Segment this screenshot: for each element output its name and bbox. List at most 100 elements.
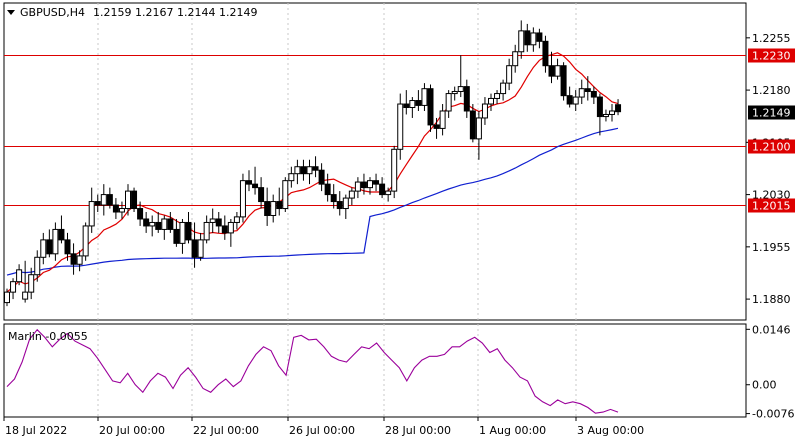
candle — [602, 109, 609, 122]
osc-y-tick-label: 0.00 — [752, 379, 777, 392]
candle — [397, 93, 404, 160]
candle-body-up — [40, 239, 47, 258]
candle — [463, 79, 470, 118]
candle — [427, 84, 434, 132]
candle-body-down — [469, 110, 476, 140]
candle-body-down — [258, 187, 265, 203]
candle — [221, 215, 228, 240]
collapse-triangle-icon[interactable] — [7, 10, 15, 15]
candle-body-down — [131, 190, 138, 210]
candle — [506, 58, 513, 91]
candle-body-up — [421, 88, 428, 106]
candle-body-up — [82, 225, 89, 257]
candle-body-down — [427, 88, 434, 126]
candle-body-up — [239, 180, 246, 218]
candle-body-up — [306, 166, 313, 175]
candle-body-down — [330, 194, 337, 203]
candle-body-up — [88, 201, 95, 227]
candle-body-down — [360, 181, 367, 189]
candle-body-up — [354, 181, 361, 192]
y-tick-label: 1.1955 — [752, 241, 791, 254]
x-tick-label: 18 Jul 2022 — [5, 424, 67, 437]
candle — [161, 215, 168, 240]
candle — [512, 44, 519, 73]
candle — [149, 215, 156, 237]
candle — [76, 250, 83, 272]
candle-body-up — [506, 65, 513, 84]
osc-y-tick-label: 0.0146 — [752, 323, 791, 336]
candle-body-up — [481, 103, 488, 119]
current-price-box — [748, 105, 795, 120]
candle — [34, 250, 41, 282]
candle — [403, 90, 410, 115]
candle — [137, 201, 144, 226]
x-tick-label: 20 Jul 00:00 — [99, 424, 165, 437]
candle-body-down — [615, 104, 622, 113]
candle — [536, 28, 543, 49]
candle-body-down — [106, 194, 113, 206]
candle — [500, 79, 507, 101]
oscillator-line — [6, 328, 619, 414]
candle-body-down — [542, 40, 549, 67]
candle — [542, 35, 549, 73]
candle-body-up — [149, 221, 156, 227]
candle-body-up — [348, 190, 355, 199]
candle-body-down — [191, 239, 198, 258]
oscillator-line-group — [6, 328, 619, 414]
candle-body-down — [548, 65, 555, 77]
candle — [276, 187, 283, 216]
candle-body-down — [312, 166, 319, 171]
candle — [191, 222, 198, 268]
candle — [112, 198, 119, 219]
candle-body-up — [488, 97, 494, 105]
ohlc-readout: 1.2159 1.2167 1.2144 1.2149 — [93, 6, 257, 19]
candle — [28, 267, 35, 300]
candle-body-up — [572, 96, 579, 105]
candle-body-down — [70, 253, 77, 265]
candle-body-up — [76, 255, 83, 265]
candle — [488, 93, 494, 111]
candle-body-up — [391, 148, 398, 192]
candle — [58, 215, 65, 244]
candle-body-up — [34, 256, 41, 276]
osc-y-tick-label: -0.0076 — [752, 408, 794, 421]
candle — [270, 194, 277, 223]
candle — [475, 110, 482, 160]
x-tick-label: 28 Jul 00:00 — [385, 424, 451, 437]
candle-body-down — [584, 88, 591, 92]
candle-body-up — [602, 113, 609, 118]
candle — [609, 104, 615, 122]
candle-body-down — [155, 221, 162, 230]
candle-body-down — [590, 90, 597, 98]
candle — [246, 170, 252, 192]
candle — [324, 173, 331, 202]
candle-body-down — [173, 228, 180, 244]
candle — [415, 90, 422, 111]
candle — [16, 264, 23, 286]
candle — [118, 201, 125, 219]
candle-body-up — [554, 65, 561, 77]
candle — [155, 212, 162, 233]
candle-body-down — [112, 204, 119, 213]
candle-body-up — [342, 197, 349, 210]
candle-body-up — [385, 190, 392, 196]
candle-body-up — [4, 291, 10, 304]
y-tick-label: 1.2030 — [752, 189, 791, 202]
candle — [554, 58, 561, 80]
slow-moving-average-line — [6, 127, 619, 276]
candle — [203, 215, 210, 244]
x-tick-label: 3 Aug 00:00 — [577, 424, 644, 437]
candle-body-up — [288, 173, 295, 182]
candle — [131, 187, 138, 213]
candle — [46, 229, 53, 258]
candle-body-down — [215, 218, 222, 227]
candle-body-down — [596, 96, 603, 118]
y-tick-label: 1.1880 — [752, 293, 791, 306]
current-price-label: 1.2149 — [752, 107, 791, 120]
candle — [481, 97, 488, 125]
candles — [4, 20, 622, 307]
candle-body-up — [518, 30, 525, 53]
candle — [264, 187, 271, 226]
candle-body-up — [227, 221, 234, 234]
